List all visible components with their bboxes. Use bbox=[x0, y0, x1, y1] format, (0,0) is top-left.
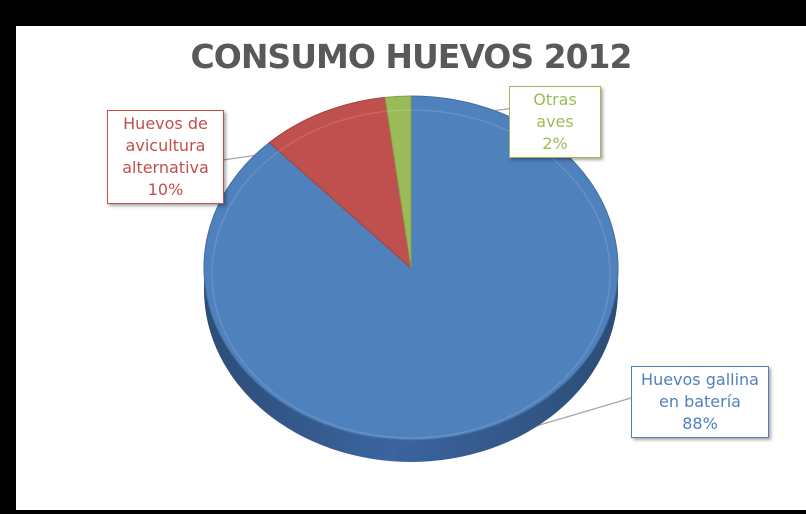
label-gallina-value: 88% bbox=[682, 414, 718, 433]
label-avicultura-line-2: avicultura bbox=[125, 136, 206, 155]
label-otras-aves-name: Otras aves bbox=[533, 90, 577, 131]
pie-rim bbox=[211, 109, 611, 439]
label-avicultura-line-3: alternativa bbox=[122, 158, 209, 177]
label-otras-aves: Otras aves 2% bbox=[509, 86, 601, 158]
chart-area: CONSUMO HUEVOS 2012 Otras aves 2% Huevos… bbox=[16, 26, 806, 510]
pie-chart: CONSUMO HUEVOS 2012 bbox=[191, 37, 632, 462]
label-avicultura-alternativa: Huevos de avicultura alternativa 10% bbox=[107, 110, 224, 204]
label-avicultura-line-1: Huevos de bbox=[123, 114, 208, 133]
pie-slice-2 bbox=[384, 95, 412, 269]
pie-slices bbox=[203, 95, 619, 441]
label-gallina-bateria: Huevos gallina en batería 88% bbox=[631, 366, 769, 438]
label-gallina-line-2: en batería bbox=[659, 392, 741, 411]
label-otras-aves-value: 2% bbox=[542, 134, 568, 153]
label-gallina-line-1: Huevos gallina bbox=[641, 370, 759, 389]
chart-title: CONSUMO HUEVOS 2012 bbox=[191, 37, 632, 76]
pie-slice-1 bbox=[268, 96, 412, 270]
label-avicultura-value: 10% bbox=[147, 180, 184, 199]
